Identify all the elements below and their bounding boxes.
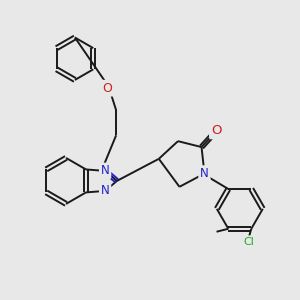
Text: N: N — [200, 167, 209, 180]
Text: N: N — [101, 184, 110, 197]
Text: Cl: Cl — [243, 237, 254, 247]
Text: N: N — [101, 164, 110, 177]
Text: O: O — [102, 82, 112, 95]
Text: O: O — [211, 124, 221, 137]
